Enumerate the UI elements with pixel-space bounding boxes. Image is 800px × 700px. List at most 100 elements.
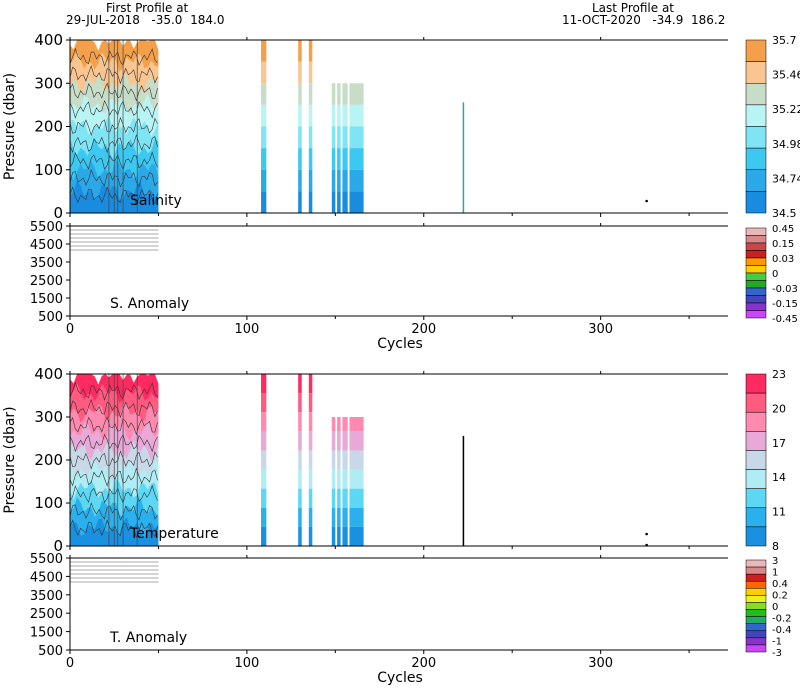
profile-strip xyxy=(462,102,465,213)
profile-strip xyxy=(308,450,313,470)
colorbar: 35.7 35.46 35.22 34.98 34.74 34.5 xyxy=(745,34,800,220)
profile-strip xyxy=(261,488,267,508)
profile-strip xyxy=(331,450,336,470)
y-tick-label: 0 xyxy=(53,537,63,555)
colorbar-swatch xyxy=(745,450,767,470)
first-profile-values: 29-JUL-2018 -35.0 184.0 xyxy=(66,13,224,27)
colorbar-label: 11 xyxy=(772,506,786,519)
colorbar-swatch xyxy=(745,39,767,62)
colorbar-swatch xyxy=(745,637,767,646)
panel-title: S. Anomaly xyxy=(110,296,189,312)
profile-strip xyxy=(298,393,302,413)
colorbar-swatch xyxy=(745,61,767,84)
contour-line xyxy=(69,65,158,85)
profile-strip xyxy=(337,417,341,432)
y-tick-label: 500 xyxy=(38,310,63,325)
first-profile-date: 29-JUL-2018 xyxy=(66,13,140,27)
profile-strip xyxy=(308,104,313,127)
profile-strip xyxy=(298,83,302,105)
panel-title: Salinity xyxy=(130,193,182,209)
profile-strip xyxy=(331,126,336,149)
profile-strip xyxy=(331,83,336,105)
profile-strip xyxy=(298,61,302,84)
colorbar-swatch xyxy=(745,272,767,281)
contour-line xyxy=(69,186,158,206)
colorbar-label: -0.15 xyxy=(772,299,798,310)
colorbar-swatch xyxy=(745,242,767,251)
profile-strip xyxy=(331,431,336,451)
y-tick-label: 100 xyxy=(34,494,63,512)
profile-strip xyxy=(349,126,364,149)
contour-line xyxy=(69,416,158,436)
y-tick-label: 1500 xyxy=(30,626,63,641)
profile-strip xyxy=(261,61,267,84)
colorbar-swatch xyxy=(745,280,767,289)
profile-strip xyxy=(308,469,313,489)
contour-line xyxy=(69,398,158,419)
profile-strip xyxy=(337,450,341,470)
profile-strip xyxy=(261,374,267,394)
profile-strip xyxy=(261,169,267,192)
colorbar-swatch xyxy=(745,126,767,149)
colorbar-label: 35.22 xyxy=(772,103,800,116)
profile-strip xyxy=(342,526,348,546)
colorbar-swatch xyxy=(745,580,767,589)
colorbar-label: 17 xyxy=(772,437,786,450)
profile-strip xyxy=(298,374,302,394)
first-profile-lon: 184.0 xyxy=(190,13,225,27)
profile-strip xyxy=(308,40,313,62)
profile-strip xyxy=(349,488,364,508)
x-tick-label: 0 xyxy=(66,322,74,337)
colorbar-swatch xyxy=(745,488,767,509)
profile-strip xyxy=(462,435,465,546)
profile-strip xyxy=(342,488,348,508)
profile-strip xyxy=(298,169,302,192)
profile-strip xyxy=(342,191,348,213)
profile-strip xyxy=(331,488,336,508)
contour-line xyxy=(69,381,158,401)
first-profile-label: First Profile at xyxy=(106,1,189,15)
profile-strip xyxy=(298,191,302,213)
y-tick-label: 0 xyxy=(53,204,63,222)
x-tick-label: 0 xyxy=(66,656,74,671)
colorbar-swatch xyxy=(745,257,767,266)
profile-strip xyxy=(261,450,267,470)
profile-strip xyxy=(308,431,313,451)
profile-strip xyxy=(349,104,364,127)
profile-strip xyxy=(349,148,364,170)
colorbar-label: -0.2 xyxy=(772,614,792,625)
panel-title: T. Anomaly xyxy=(109,630,187,646)
y-tick-label: 200 xyxy=(34,451,63,469)
colorbar-label: 0 xyxy=(772,269,778,280)
colorbar-swatch xyxy=(745,559,767,568)
colorbar-swatch xyxy=(745,526,767,547)
profile-strip xyxy=(298,412,302,432)
colorbar-swatch xyxy=(745,104,767,127)
colorbar-swatch xyxy=(745,595,767,603)
contour-line xyxy=(69,134,158,154)
colorbar-swatch xyxy=(745,250,767,259)
colorbar: 23 20 17 14 11 8 xyxy=(745,368,786,553)
colorbar-label: -3 xyxy=(772,648,782,659)
contour-line xyxy=(69,99,158,119)
profile-strip xyxy=(337,431,341,451)
colorbar-label: 0 xyxy=(772,602,778,613)
profile-strip xyxy=(308,83,313,105)
profile-strip xyxy=(261,526,267,546)
colorbar-swatch xyxy=(745,302,767,311)
y-tick-label: 3500 xyxy=(30,589,63,604)
contour-line xyxy=(69,47,158,67)
contour-line xyxy=(69,484,158,504)
profile-strip xyxy=(337,126,341,149)
x-axis-label: Cycles xyxy=(377,336,423,352)
profile-strip xyxy=(349,191,364,213)
profile-strip xyxy=(337,148,341,170)
profile-strip xyxy=(308,148,313,170)
colorbar-label: 3 xyxy=(772,556,778,567)
colorbar: 0.45 0.15 0.03 0 -0.03 -0.15 -0.45 xyxy=(745,224,798,325)
colorbar-swatch xyxy=(745,588,767,596)
profile-strip xyxy=(308,412,313,432)
panel-temperature_anomaly: 500 1500 2500 3500 4500 5500 0 100 200 300 T. Anom… xyxy=(30,552,792,686)
colorbar-label: 35.46 xyxy=(772,69,800,82)
